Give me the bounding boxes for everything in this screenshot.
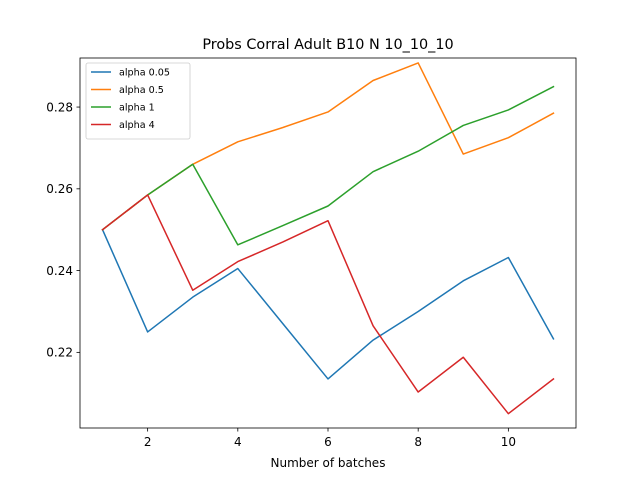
series-line-0 [101,228,555,380]
x-tick-label: 6 [324,435,332,449]
x-axis-ticks: 2 4 6 8 10 [144,428,516,449]
legend-label-1: alpha 0.5 [119,85,164,96]
y-tick-label: 0.22 [46,346,73,360]
x-tick-label: 2 [144,435,152,449]
series-line-3 [101,194,555,415]
legend-label-2: alpha 1 [119,103,155,114]
chart-title: Probs Corral Adult B10 N 10_10_10 [202,37,453,53]
x-tick-label: 8 [414,435,422,449]
series-line-2 [101,85,555,246]
legend-box [85,62,191,140]
y-axis-ticks: 0.22 0.24 0.26 0.28 [46,100,80,360]
x-tick-label: 4 [234,435,242,449]
x-axis-label: Number of batches [271,456,386,470]
series-layer [101,62,555,415]
x-tick-label: 10 [501,435,516,449]
y-tick-label: 0.24 [46,264,73,278]
legend-label-3: alpha 4 [119,120,155,131]
legend: alpha 0.05 alpha 0.5 alpha 1 alpha 4 [85,62,191,140]
y-tick-label: 0.28 [46,100,73,114]
legend-label-0: alpha 0.05 [119,68,170,79]
y-tick-label: 0.26 [46,182,73,196]
